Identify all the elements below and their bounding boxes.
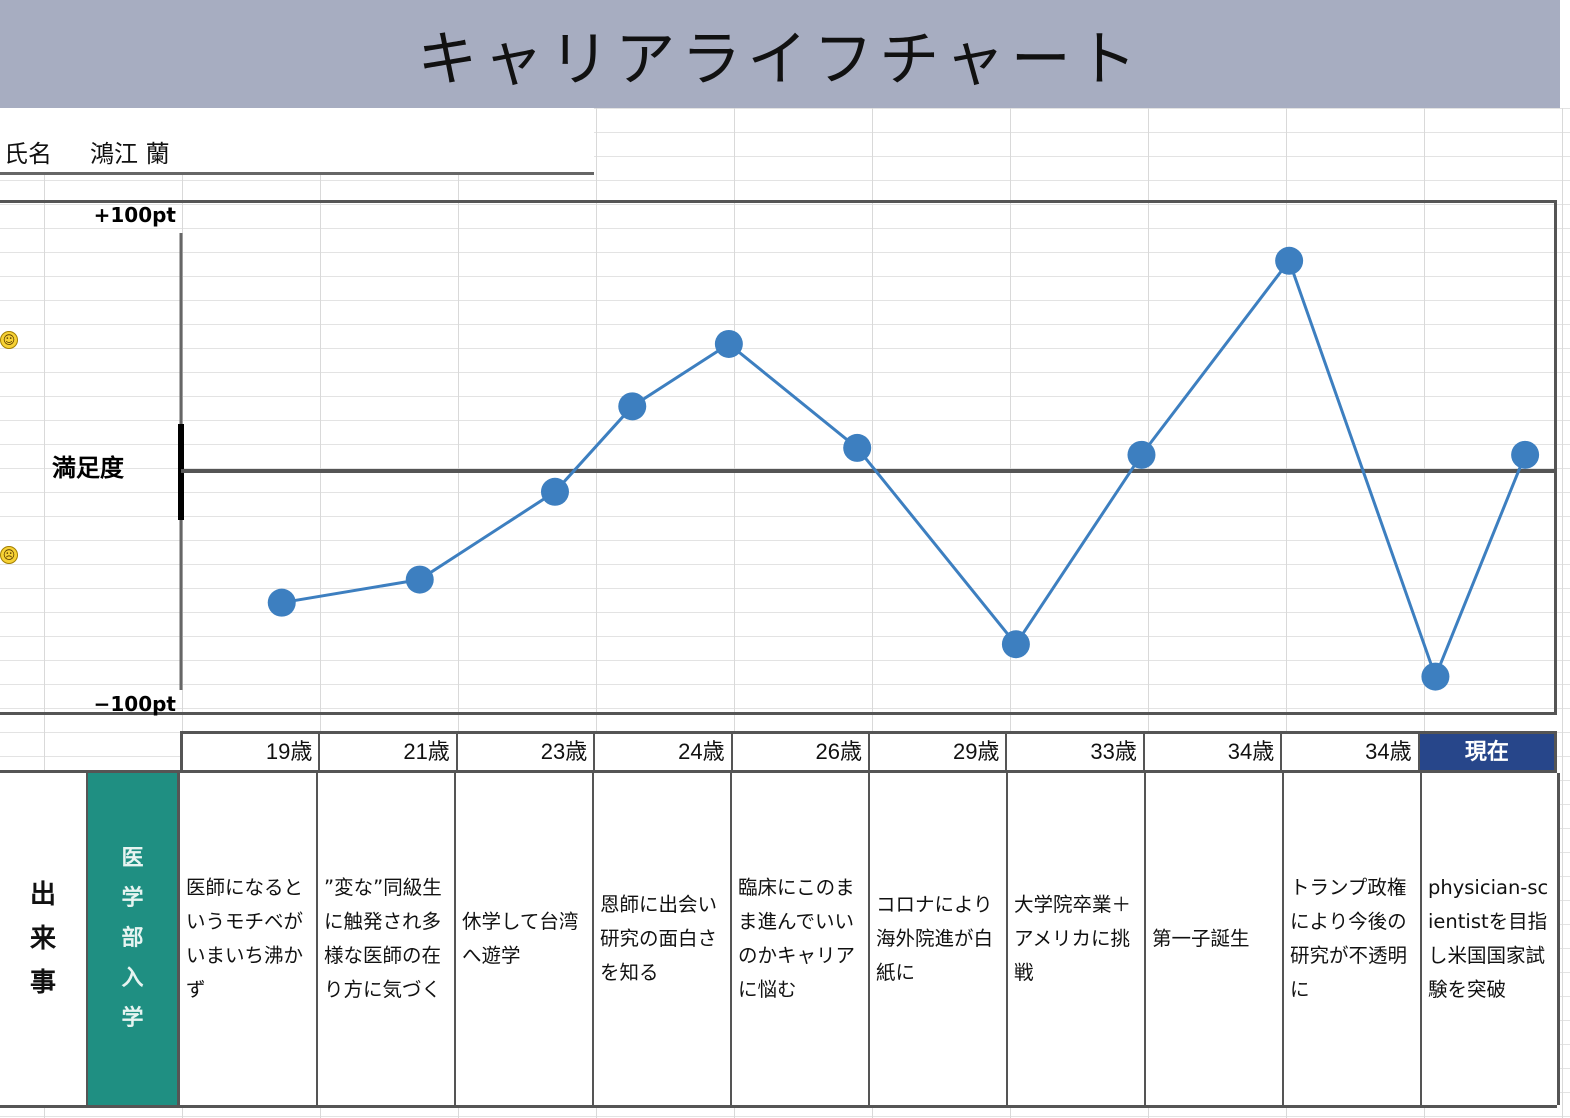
events-label-char: 出 (29, 880, 56, 910)
event-text: 医師になるというモチベがいまいち沸かず (186, 876, 304, 1001)
age-cell: 24歳 (595, 734, 733, 770)
satisfaction-line (281, 257, 1527, 681)
event-cell: コロナにより海外院進が白紙に (870, 773, 1008, 1105)
event-text: コロナにより海外院進が白紙に (876, 893, 994, 984)
data-point (1421, 662, 1450, 691)
event-text: 恩師に出会い研究の面白さを知る (600, 893, 718, 984)
age-cell: 23歳 (458, 734, 596, 770)
event-text: 大学院卒業＋アメリカに挑戦 (1014, 893, 1132, 984)
page-title: キャリアライフチャート (417, 24, 1143, 95)
milestone-char: 医 (121, 846, 144, 871)
data-point (405, 565, 434, 594)
age-cell: 29歳 (870, 734, 1008, 770)
event-cell: 大学院卒業＋アメリカに挑戦 (1008, 773, 1146, 1105)
event-text: 第一子誕生 (1152, 927, 1250, 950)
milestone-char: 入 (121, 966, 144, 991)
event-cells: 医師になるというモチベがいまいち沸かず ”変な”同級生に触発され多様な医師の在り方… (180, 773, 1560, 1105)
data-point (843, 433, 872, 462)
age-cell: 19歳 (183, 734, 321, 770)
events-section: 出来事 医学部入学 医師になるというモチベがいまいち沸かず ”変な”同級生に触発さ… (0, 770, 1560, 1108)
name-label: 氏名 (4, 140, 52, 168)
data-point (1511, 440, 1540, 469)
name-value: 鴻江 蘭 (90, 140, 170, 168)
age-current: 現在 (1419, 734, 1558, 770)
event-cell: 第一子誕生 (1146, 773, 1284, 1105)
data-point (618, 392, 647, 421)
milestone-char: 学 (121, 1006, 144, 1031)
age-cell: 34歳 (1145, 734, 1283, 770)
event-cell: 医師になるというモチベがいまいち沸かず (180, 773, 318, 1105)
y-axis-title: 満足度 (52, 454, 125, 482)
event-cell: ”変な”同級生に触発され多様な医師の在り方に気づく (318, 773, 456, 1105)
event-text: physician-scientistを目指し米国国家試験を突破 (1428, 876, 1549, 1001)
title-banner: キャリアライフチャート (0, 0, 1560, 108)
event-text: トランプ政権により今後の研究が不透明に (1290, 876, 1408, 1001)
milestone-char: 学 (121, 886, 144, 911)
milestone-med-school-entry: 医学部入学 (88, 773, 180, 1105)
age-cell: 34歳 (1282, 734, 1420, 770)
event-cell: physician-scientistを目指し米国国家試験を突破 (1422, 773, 1560, 1105)
chart-frame (0, 200, 1557, 715)
data-point (714, 329, 743, 358)
data-point (1001, 630, 1030, 659)
milestone-char: 部 (121, 926, 144, 951)
age-cell: 33歳 (1007, 734, 1145, 770)
events-label-char: 来 (29, 924, 56, 954)
events-label: 出来事 (0, 773, 88, 1105)
event-text: ”変な”同級生に触発され多様な医師の在り方に気づく (324, 876, 442, 1001)
event-cell: 臨床にこのまま進んでいいのかキャリアに悩む (732, 773, 870, 1105)
age-cell: 26歳 (733, 734, 871, 770)
data-point (267, 588, 296, 617)
smile-icon: ☺ (0, 331, 18, 349)
events-label-char: 事 (29, 968, 56, 998)
event-text: 臨床にこのまま進んでいいのかキャリアに悩む (738, 876, 856, 1001)
y-bottom-label: −100pt (94, 692, 177, 716)
name-row: 氏名 鴻江 蘭 (0, 108, 594, 175)
event-text: 休学して台湾へ遊学 (462, 910, 579, 967)
data-point (540, 477, 569, 506)
data-point (1275, 246, 1304, 275)
frown-icon: ☹ (0, 546, 18, 564)
data-point (1127, 440, 1156, 469)
event-cell: トランプ政権により今後の研究が不透明に (1284, 773, 1422, 1105)
event-cell: 恩師に出会い研究の面白さを知る (594, 773, 732, 1105)
career-life-chart: +100pt −100pt 満足度 (52, 203, 1557, 716)
event-cell: 休学して台湾へ遊学 (456, 773, 594, 1105)
age-cell: 21歳 (320, 734, 458, 770)
y-top-label: +100pt (94, 203, 177, 227)
age-row: 19歳 21歳 23歳 24歳 26歳 29歳 33歳 34歳 34歳 現在 (180, 731, 1558, 773)
